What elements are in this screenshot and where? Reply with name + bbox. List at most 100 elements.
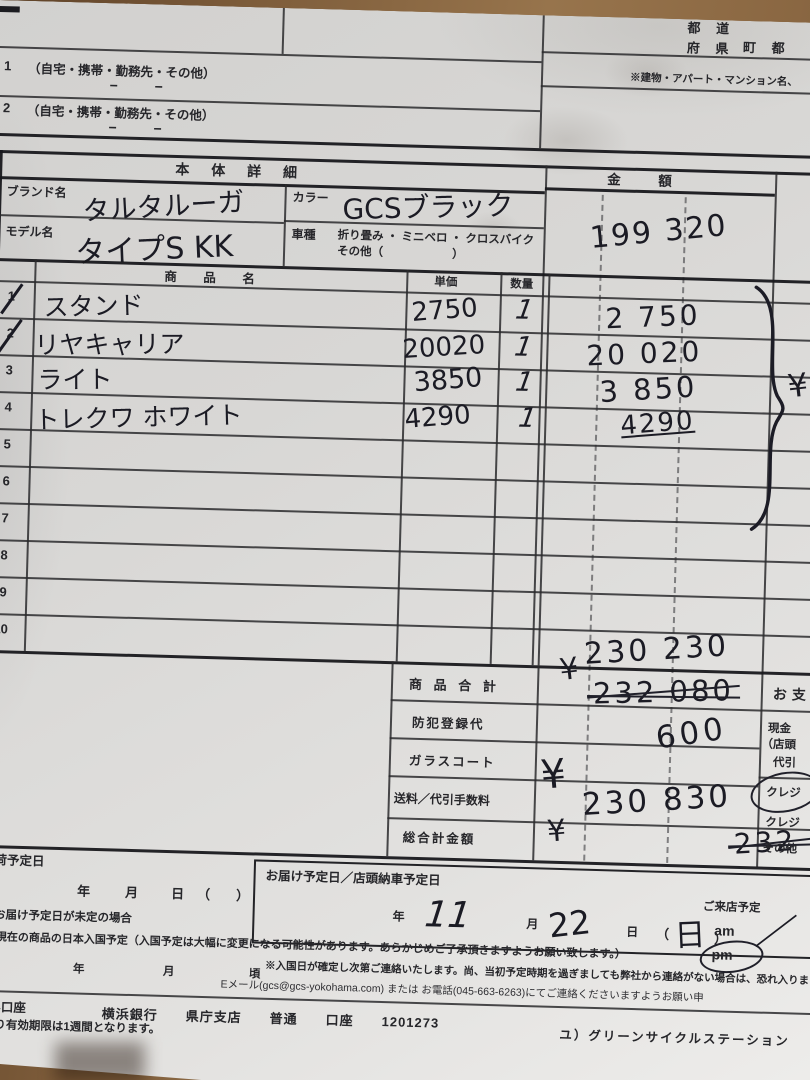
row-number: 4: [4, 399, 13, 415]
building-note: ※建物・アパート・マンション名、: [629, 71, 798, 89]
security-registration-label: 防犯登録代: [411, 715, 485, 732]
grand-total-label: 総合計金額: [402, 830, 476, 847]
payment-cod-label: 代引: [772, 756, 797, 770]
ship-date-label: 出荷予定日: [0, 852, 45, 869]
row-number: 8: [0, 547, 8, 563]
unit-price-header: 単価: [434, 276, 458, 289]
weekday-paren-open: （: [655, 926, 670, 943]
brace-annotation: [741, 281, 798, 534]
grid-line: [532, 665, 539, 860]
amount-thousands-dashed-line: [583, 195, 604, 861]
bike-type-other: その他（ ）: [336, 245, 464, 262]
amount-column-title: 金 額: [607, 172, 684, 190]
grid-line: [0, 502, 810, 528]
visit-time-label: ご来店予定: [702, 900, 761, 915]
contact1-options: （自宅・携帯・勤務先・その他）: [27, 61, 216, 82]
brace-total-yen-mark: ¥: [785, 365, 810, 406]
payment-store-label: （店頭: [761, 738, 797, 752]
prefecture-label-line1: 都 道: [687, 20, 736, 37]
qty-header: 数量: [510, 278, 534, 291]
payment-header: お支: [772, 685, 810, 703]
month-label: 月: [526, 917, 539, 932]
payment-cash-label: 現金: [767, 722, 792, 736]
circle-annotation-credit: [747, 766, 810, 818]
item-name-handwritten: リヤキャリア: [34, 329, 185, 360]
item-unit-price-handwritten: 4290: [403, 399, 472, 435]
around-month-label: 月: [162, 965, 175, 979]
model-label: モデル名: [5, 224, 54, 240]
grid-line: [0, 576, 810, 602]
row-number: 6: [2, 473, 11, 489]
item-qty-handwritten: 1: [509, 331, 538, 363]
amount-hundreds-dashed-line: [666, 197, 687, 863]
payment-other-label: その他: [762, 842, 798, 856]
body-amount-handwritten: 199 320: [588, 208, 730, 256]
contact2-dash-left: −: [108, 119, 117, 136]
yen-mark-handwritten: ¥: [557, 651, 581, 689]
grand-total-corrected-handwritten: 230 830: [580, 778, 733, 824]
bank-account-label: 込み口座: [0, 999, 27, 1016]
glass-coat-label: ガラスコート: [408, 753, 496, 771]
subtotal-crossed-out-handwritten: 232 080: [592, 673, 735, 711]
contact2-number: 2: [2, 100, 11, 116]
weekday-value-handwritten: 日: [673, 916, 707, 955]
security-fee-handwritten: 600: [653, 710, 730, 757]
prefecture-label-line2: 府 県: [686, 40, 735, 57]
ship-day-label: 日: [170, 886, 185, 902]
item-unit-price-handwritten: 2750: [410, 293, 479, 329]
item-name-handwritten: ライト: [37, 364, 113, 395]
brand-label: ブランド名: [6, 184, 67, 200]
contact2-dash-right: −: [153, 120, 162, 137]
items-table-top-border: [0, 258, 810, 285]
bike-type-label: 車種: [291, 227, 316, 242]
color-label: カラー: [292, 190, 329, 206]
grid-line: [0, 539, 810, 565]
item-qty-handwritten: 1: [513, 402, 542, 434]
item-qty-handwritten: 1: [510, 294, 539, 326]
year-label: 年: [392, 909, 405, 924]
cut-off-text-fragment: [0, 6, 20, 13]
contact2-options: （自宅・携帯・勤務先・その他）: [26, 103, 215, 124]
item-qty-handwritten: 1: [510, 366, 539, 398]
ship-month-label: 月: [124, 884, 139, 901]
around-year-label: 年: [72, 963, 85, 976]
grid-line: [386, 661, 393, 856]
payment-credit2-label: クレジ: [765, 816, 800, 830]
am-label: am: [714, 922, 735, 939]
row-number: 5: [3, 436, 12, 452]
ship-paren: （ ）: [196, 886, 250, 904]
grid-line: [283, 184, 287, 266]
shipping-cod-fee-label: 送料／代引手数料: [393, 791, 491, 808]
item-amount-handwritten: 4290: [619, 405, 696, 442]
grid-line: [0, 465, 810, 491]
yen-mark-handwritten: ¥: [538, 750, 568, 799]
visit-time-slash-handwritten: ／: [752, 907, 799, 959]
contact1-dash-left: −: [109, 77, 119, 94]
row-number: 7: [1, 510, 9, 526]
row-number: 10: [0, 621, 9, 637]
contact1-dash-right: −: [154, 78, 164, 95]
undecided-note: ※お届け予定日が未定の場合: [0, 908, 133, 926]
grid-line: [282, 8, 285, 54]
town-label: 町 都: [742, 39, 791, 57]
section-divider-line: [0, 133, 810, 161]
table-left-border: [0, 150, 2, 845]
contact1-number: 1: [3, 58, 12, 74]
row-number: 9: [0, 584, 7, 600]
item-amount-handwritten: 20 020: [585, 334, 704, 373]
row-number: 3: [5, 362, 14, 378]
ship-year-label: 年: [76, 883, 91, 899]
bank-account-holder: ユ）グリーンサイクルステーション: [559, 1028, 790, 1049]
item-amount-handwritten: 3 850: [598, 369, 699, 410]
subtotal-label: 商 品 合 計: [408, 676, 501, 695]
day-value-handwritten: 22: [546, 902, 593, 946]
item-name-handwritten: スタンド: [43, 290, 144, 322]
day-label: 日: [626, 924, 639, 940]
item-unit-price-handwritten: 3850: [412, 362, 484, 399]
subtotal-corrected-handwritten: 230 230: [583, 628, 731, 672]
item-name-handwritten: トレクワ ホワイト: [34, 400, 243, 435]
item-amount-handwritten: 2 750: [604, 298, 702, 336]
wood-shadow: [55, 1042, 145, 1080]
